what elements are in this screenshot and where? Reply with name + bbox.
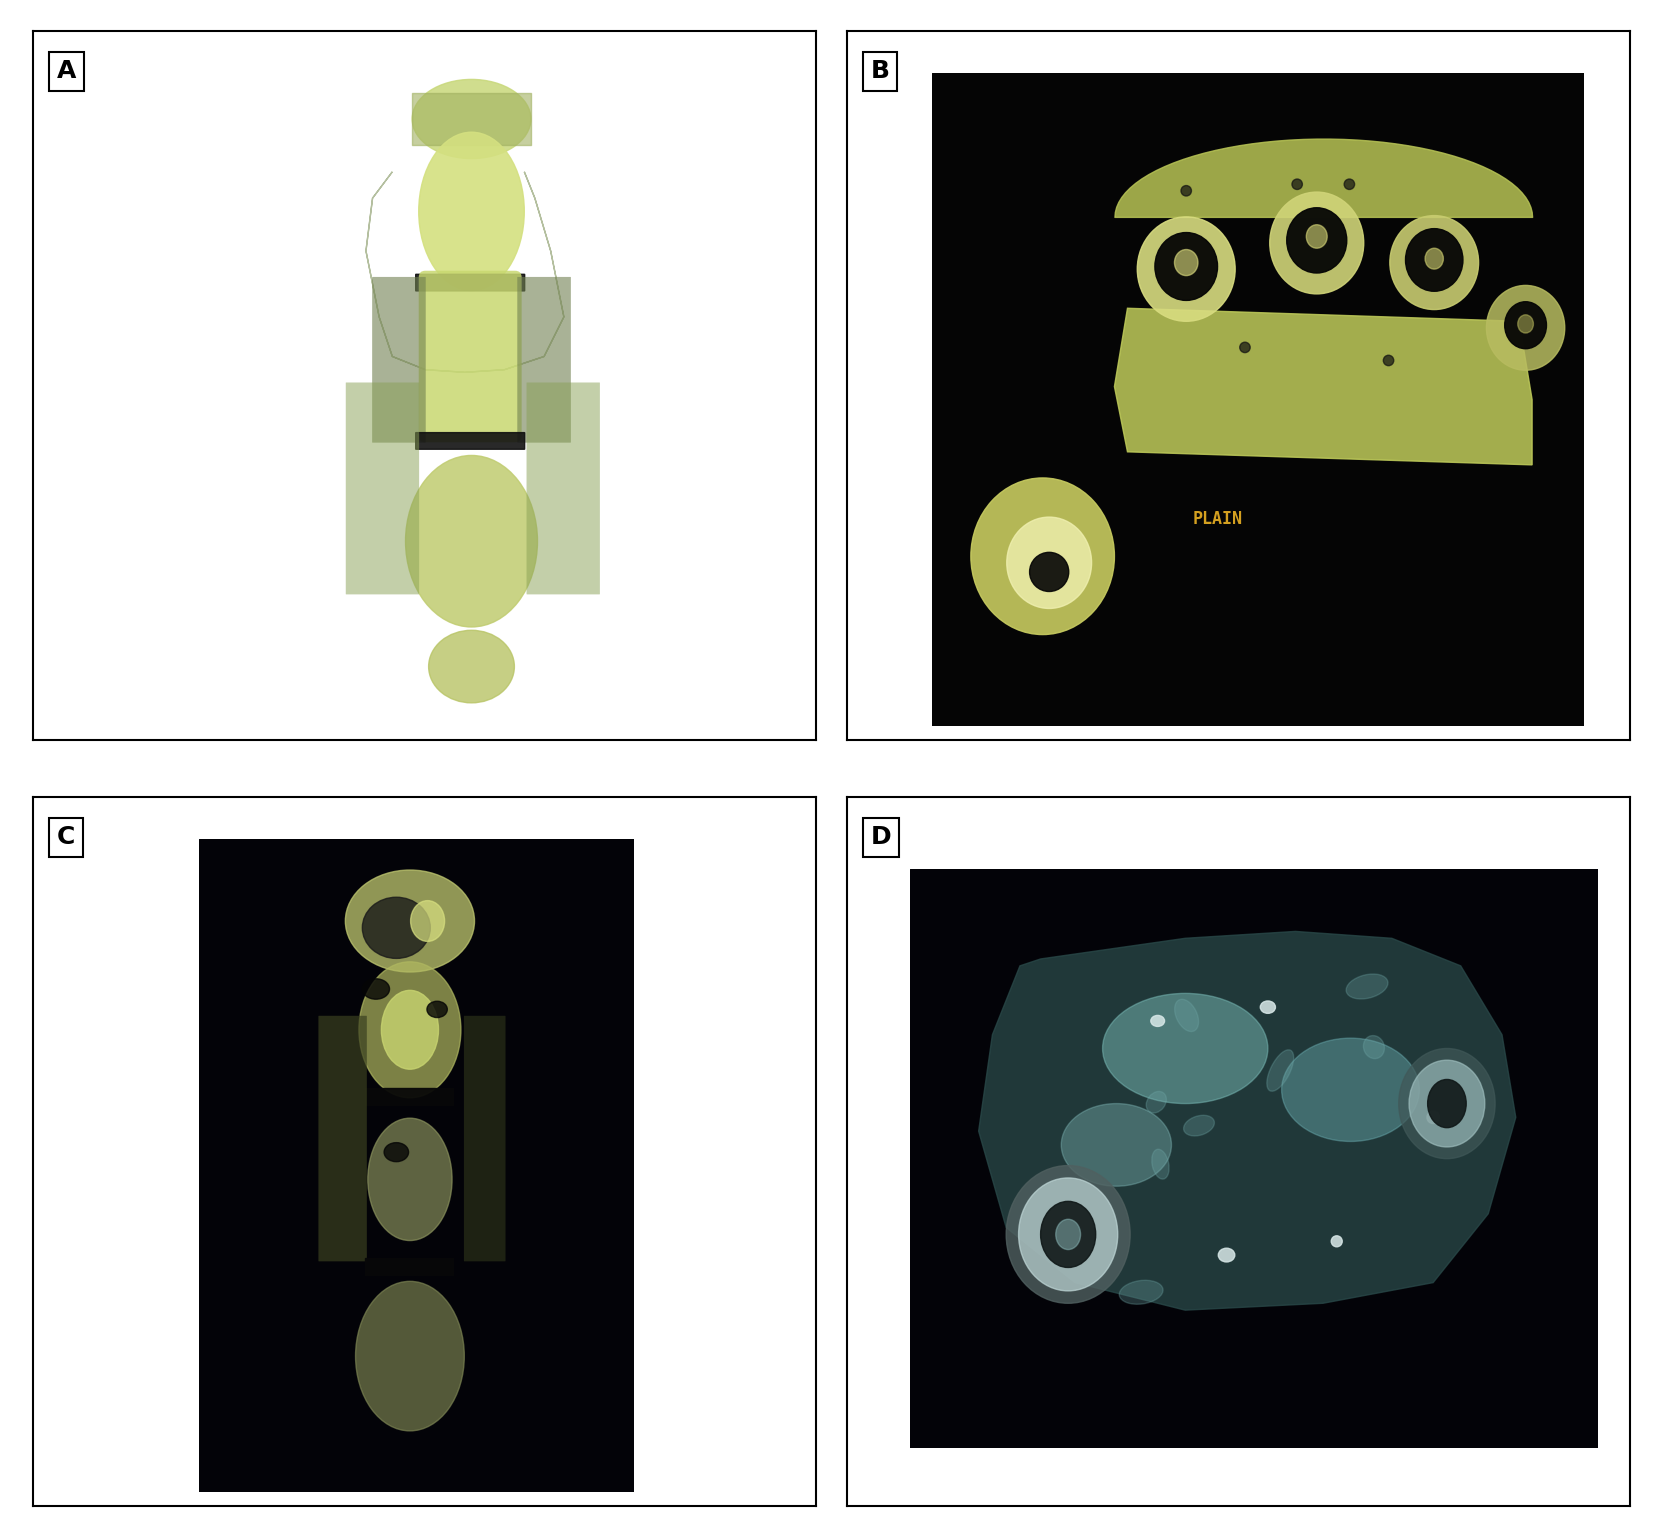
Text: A: A — [57, 58, 76, 83]
Text: B: B — [871, 58, 890, 83]
Text: C: C — [57, 825, 75, 850]
Text: D: D — [871, 825, 891, 850]
